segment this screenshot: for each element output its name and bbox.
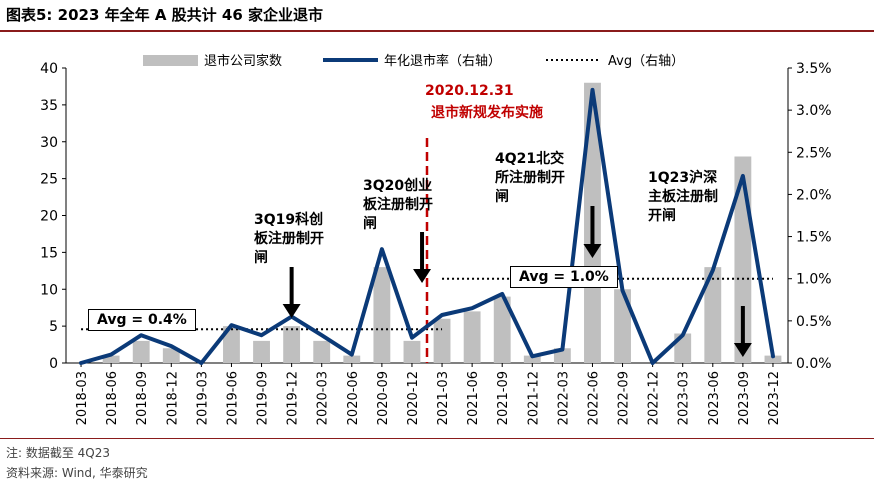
x-axis-tick-label: 2023-09: [737, 371, 752, 425]
right-axis-tick-label: 2.0%: [796, 187, 832, 203]
bar-2018-06: [102, 355, 120, 363]
left-axis-tick-label: 5: [49, 319, 58, 335]
annotation-event-text: 退市新规发布实施: [431, 105, 543, 121]
left-axis-tick-label: 15: [40, 245, 58, 261]
arrow-1q23-head: [733, 343, 752, 357]
annotation-line: 4Q21北交: [495, 151, 565, 167]
bar-2018-12: [162, 348, 180, 363]
annotation-line: 主板注册制: [648, 189, 718, 205]
x-axis-tick-label: 2018-12: [165, 371, 180, 425]
x-axis-tick-label: 2022-06: [586, 371, 601, 425]
annotation-3q19: 3Q19科创 板注册制开 闸: [254, 211, 324, 268]
rate-line: [79, 87, 775, 365]
x-axis-tick-label: 2019-09: [256, 371, 271, 425]
x-axis-tick-label: 2022-12: [647, 371, 662, 425]
x-axis-tick-label: 2018-03: [75, 371, 90, 425]
arrow-3q19-head: [282, 304, 301, 318]
right-axis-tick-label: 0.0%: [796, 356, 832, 372]
footer-rule: [0, 438, 874, 439]
right-axis-tick-label: 1.0%: [796, 272, 832, 288]
left-axis-tick-label: 35: [40, 98, 58, 114]
right-axis-tick-label: 0.5%: [796, 314, 832, 330]
annotation-4q21: 4Q21北交 所注册制开 闸: [495, 150, 565, 207]
right-axis-tick-label: 2.5%: [796, 145, 832, 161]
bar-2021-03: [433, 318, 451, 363]
bar-2023-12: [764, 355, 782, 363]
x-axis-tick-label: 2020-03: [316, 371, 331, 425]
left-axis-tick-label: 20: [40, 209, 58, 225]
annotation-line: 板注册制开: [254, 231, 324, 247]
x-axis-tick-label: 2023-06: [707, 371, 722, 425]
x-axis-tick-label: 2018-09: [135, 371, 150, 425]
bar-2023-06: [704, 267, 722, 363]
annotation-event-date: 2020.12.31: [425, 83, 514, 99]
x-axis-tick-label: 2019-03: [195, 371, 210, 425]
x-axis-tick-label: 2023-03: [677, 371, 692, 425]
left-axis-tick-label: 10: [40, 282, 58, 298]
right-axis-tick-label: 3.5%: [796, 61, 832, 77]
annotation-line: 闸: [254, 250, 268, 266]
avg-label-period-1: Avg = 0.4%: [88, 309, 196, 331]
bar-2020-12: [403, 340, 421, 363]
x-axis-tick-label: 2021-03: [436, 371, 451, 425]
annotation-line: 板注册制开: [363, 197, 433, 213]
annotation-line: 闸: [363, 216, 377, 232]
x-axis-tick-label: 2018-06: [105, 371, 120, 425]
annotation-3q20: 3Q20创业 板注册制开 闸: [363, 177, 433, 234]
legend-bar-swatch: [143, 55, 198, 66]
legend-bar-label: 退市公司家数: [204, 53, 282, 69]
x-axis-tick-label: 2019-12: [286, 371, 301, 425]
bar-2021-12: [523, 355, 541, 363]
bar-2019-09: [253, 340, 270, 363]
x-axis-tick-label: 2021-09: [496, 371, 511, 425]
annotation-line: 3Q19科创: [254, 212, 324, 228]
bar-2019-12: [283, 326, 301, 363]
bar-2020-06: [343, 355, 361, 363]
arrow-3q20-head: [413, 269, 432, 283]
avg-label-period-2: Avg = 1.0%: [510, 266, 618, 288]
bar-2022-09: [614, 289, 631, 363]
x-axis-tick-label: 2020-06: [346, 371, 361, 425]
bar-2021-09: [493, 296, 511, 363]
arrow-4q21-head: [583, 244, 602, 258]
x-axis-tick-label: 2023-12: [767, 371, 782, 425]
x-axis-tick-label: 2021-06: [466, 371, 481, 425]
annotation-1q23: 1Q23沪深 主板注册制 开闸: [648, 169, 718, 226]
bar-2020-03: [313, 340, 331, 363]
annotation-line: 1Q23沪深: [648, 170, 718, 186]
left-axis-tick-label: 40: [40, 61, 58, 77]
x-axis-tick-label: 2020-12: [406, 371, 421, 425]
footnote: 注: 数据截至 4Q23: [6, 446, 111, 460]
x-axis-tick-label: 2022-03: [556, 371, 571, 425]
x-axis-tick-label: 2020-09: [376, 371, 391, 425]
annotation-line: 所注册制开: [495, 170, 565, 186]
bar-2021-06: [463, 311, 481, 363]
source-note: 资料来源: Wind, 华泰研究: [6, 466, 148, 480]
bar-2018-09: [132, 340, 150, 363]
left-axis-tick-label: 30: [40, 135, 58, 151]
title-rule: [0, 30, 874, 32]
right-axis-tick-label: 1.5%: [796, 230, 832, 246]
x-axis-tick-label: 2022-09: [617, 371, 632, 425]
annotation-line: 3Q20创业: [363, 178, 433, 194]
legend-line-label: 年化退市率（右轴）: [384, 53, 501, 69]
left-axis-tick-label: 0: [49, 356, 58, 372]
left-axis-tick-label: 25: [40, 172, 58, 188]
annotation-line: 闸: [495, 189, 509, 205]
right-axis-tick-label: 3.0%: [796, 103, 832, 119]
chart-title: 图表5: 2023 年全年 A 股共计 46 家企业退市: [6, 6, 324, 24]
x-axis-tick-label: 2019-06: [225, 371, 240, 425]
bar-2019-06: [223, 326, 240, 363]
annotation-line: 开闸: [648, 208, 676, 224]
bar-2020-09: [373, 267, 391, 363]
legend-avg-label: Avg（右轴）: [608, 54, 684, 69]
x-axis-tick-label: 2021-12: [526, 371, 541, 425]
